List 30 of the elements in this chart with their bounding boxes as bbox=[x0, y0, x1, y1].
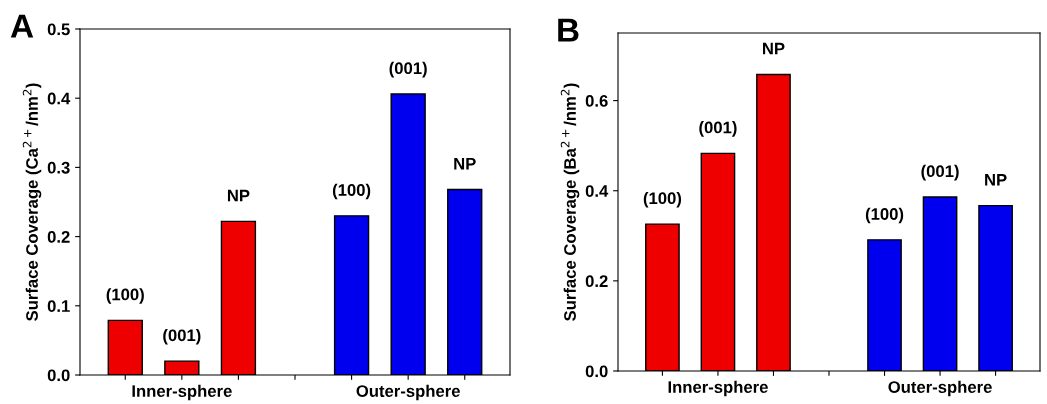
annotation: (100) bbox=[332, 183, 371, 200]
y-tick-label: 0.4 bbox=[585, 185, 609, 197]
annotation: NP bbox=[454, 157, 476, 170]
annotation: (100) bbox=[865, 207, 904, 224]
annotation: (001) bbox=[163, 328, 201, 345]
y-tick-label: 0.4 bbox=[47, 92, 71, 105]
y-tick-label: 0.2 bbox=[585, 275, 608, 288]
annotation: (001) bbox=[389, 61, 427, 78]
y-axis-title: Surface Coverage (Ba$^{2+}$/nm$^{2}$) bbox=[560, 83, 580, 321]
x-tick-label: Outer-sphere bbox=[888, 380, 992, 397]
annotation: (001) bbox=[921, 164, 959, 181]
y-axis-title: Surface Coverage (Ca$^{2+}$/nm$^{2}$) bbox=[22, 83, 42, 321]
x-tick-label: Outer-sphere bbox=[356, 384, 460, 401]
annotation: (100) bbox=[106, 288, 144, 304]
y-tick-label: 0.0 bbox=[585, 365, 608, 378]
y-tick-label: 0.3 bbox=[47, 161, 70, 174]
x-tick-label: Inner-sphere bbox=[132, 384, 232, 401]
annotation: NP bbox=[227, 189, 250, 202]
y-tick-label: 0.6 bbox=[585, 95, 608, 107]
annotation: NP bbox=[763, 42, 785, 55]
annotation: (100) bbox=[643, 191, 682, 208]
y-tick-label: 0.1 bbox=[47, 300, 70, 312]
y-tick-label: 0.5 bbox=[47, 23, 70, 36]
y-tick-label: 0.2 bbox=[47, 231, 70, 243]
annotation: (001) bbox=[699, 121, 737, 137]
annotation: NP bbox=[985, 174, 1007, 186]
x-tick-label: Inner-sphere bbox=[668, 380, 768, 397]
y-tick-label: 0.0 bbox=[47, 369, 70, 382]
chart-title: A bbox=[10, 14, 34, 38]
chart-title: B bbox=[558, 18, 579, 42]
